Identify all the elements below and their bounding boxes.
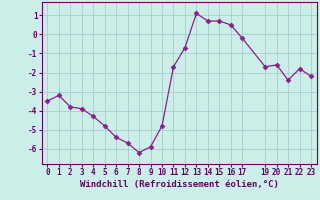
X-axis label: Windchill (Refroidissement éolien,°C): Windchill (Refroidissement éolien,°C) [80,180,279,189]
